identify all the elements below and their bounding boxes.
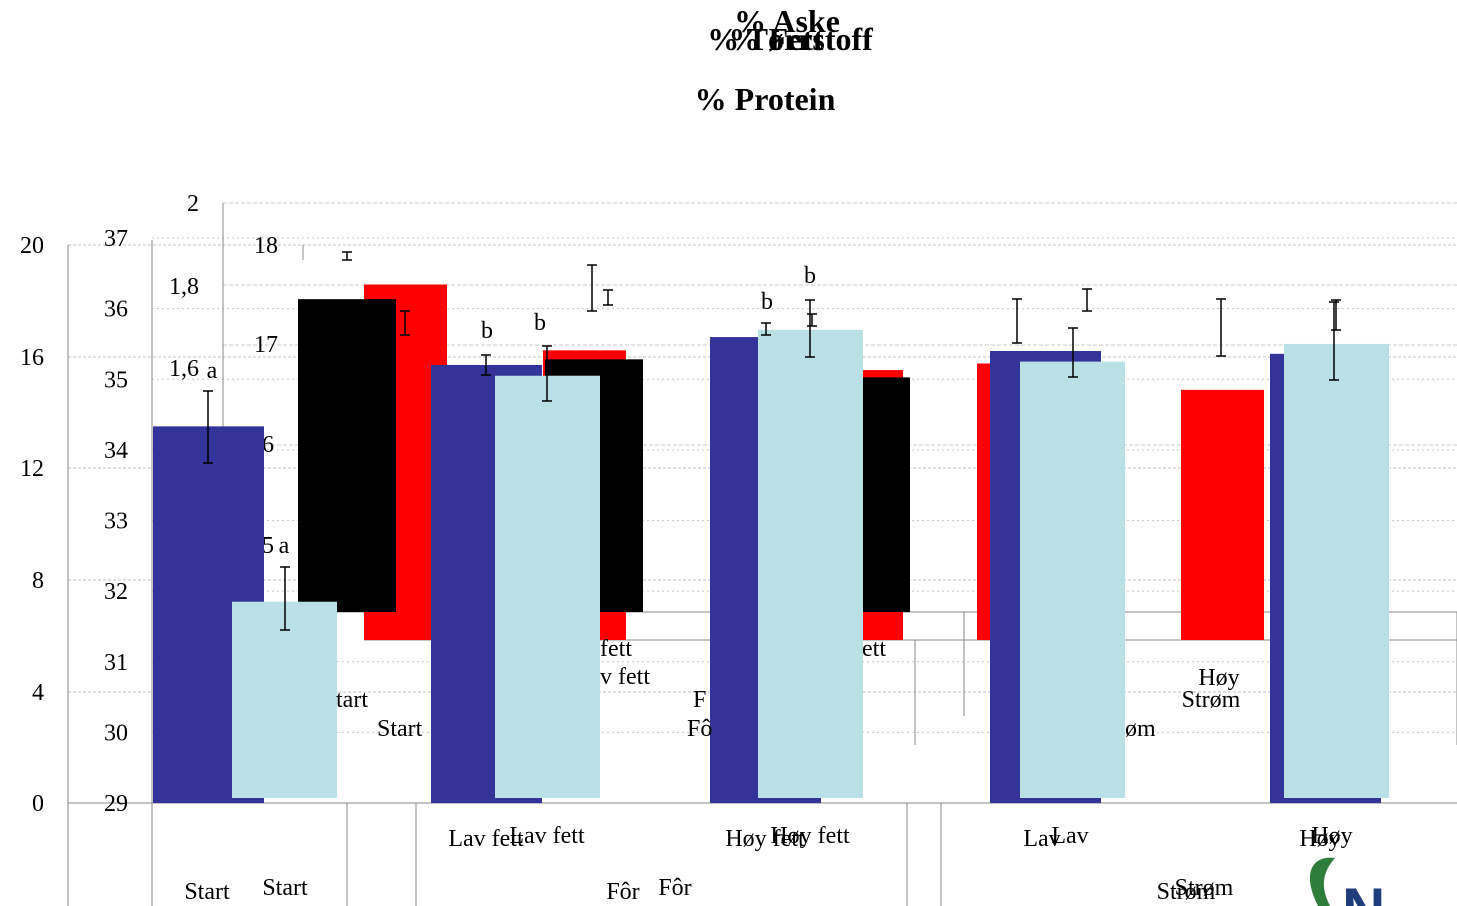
y-tick-torrstoff-30: 30 bbox=[104, 720, 128, 746]
logo-leaf-icon bbox=[1309, 857, 1335, 906]
letter-aske-start: a bbox=[207, 358, 218, 384]
bar-torrstoff-0 bbox=[232, 601, 337, 798]
letter-torrstoff-hoy: b bbox=[804, 263, 816, 289]
y-tick-aske-1,8: 1,8 bbox=[169, 274, 199, 300]
letter-aske-hoy: b bbox=[761, 289, 773, 315]
fragment-ett: ett bbox=[862, 636, 886, 662]
x-group-for-1: Fôr bbox=[606, 879, 639, 905]
fragment-tart: tart bbox=[336, 687, 368, 713]
category-labels: Start Start Lav fett Lav fett Høy fett H… bbox=[184, 823, 1352, 905]
fragment-v-fett: v fett bbox=[600, 664, 650, 690]
x-label-start-1: Start bbox=[184, 879, 230, 905]
x-label-hoy-2: Høy bbox=[1311, 823, 1352, 849]
fragment-strom: Strøm bbox=[1182, 687, 1241, 713]
y-tick-protein-15-fragment: 5 bbox=[262, 533, 274, 559]
x-label-lav-2: Lav bbox=[1051, 823, 1088, 849]
bar-torrstoff-3 bbox=[1020, 361, 1125, 798]
title-fett: % Fett bbox=[728, 21, 823, 57]
title-protein: % Protein bbox=[695, 81, 836, 117]
y-tick-labels: 20 16 12 8 4 0 37 36 35 34 33 32 31 30 29 2 1,8 1,6 18 17 6 5 bbox=[20, 191, 278, 817]
y-tick-fett-20: 20 bbox=[20, 233, 44, 259]
y-tick-torrstoff-31: 31 bbox=[104, 650, 128, 676]
y-tick-torrstoff-33: 33 bbox=[104, 509, 128, 535]
x-label-start-2: Start bbox=[262, 875, 308, 901]
y-tick-fett-4: 4 bbox=[32, 680, 44, 706]
significance-letters: a b b a b b bbox=[207, 263, 816, 559]
y-tick-fett-0: 0 bbox=[32, 791, 44, 817]
x-label-hoy-fett-2: Høy fett bbox=[770, 823, 850, 849]
y-tick-torrstoff-37: 37 bbox=[104, 226, 128, 252]
y-tick-torrstoff-35: 35 bbox=[104, 367, 128, 393]
y-tick-torrstoff-36: 36 bbox=[104, 297, 128, 323]
fragment-om: øm bbox=[1125, 716, 1156, 742]
bar-protein-black-0 bbox=[298, 299, 396, 612]
y-tick-fett-8: 8 bbox=[32, 568, 44, 594]
x-label-hoy-fett-1: Høy fett bbox=[725, 826, 805, 852]
fragment-fett: fett bbox=[600, 636, 632, 662]
x-label-lav-1: Lav bbox=[1023, 826, 1060, 852]
y-tick-protein-17: 17 bbox=[254, 332, 278, 358]
bar-torrstoff-2 bbox=[758, 329, 863, 798]
letter-torrstoff-lav-fragment: b bbox=[534, 310, 546, 336]
x-label-lav-fett-1: Lav fett bbox=[448, 826, 524, 852]
bar-protein-red-4 bbox=[1181, 389, 1264, 640]
nofima-logo: N bbox=[1309, 857, 1385, 906]
y-tick-aske-2: 2 bbox=[187, 191, 199, 217]
fragment-f: F bbox=[693, 687, 706, 713]
letter-aske-lav: b bbox=[481, 318, 493, 344]
fragment-fo: Fô bbox=[687, 716, 712, 742]
x-group-strom-2: Strøm bbox=[1175, 875, 1234, 901]
x-label-lav-fett-2: Lav fett bbox=[509, 823, 585, 849]
logo-text: N bbox=[1342, 876, 1385, 906]
y-tick-torrstoff-34: 34 bbox=[104, 438, 128, 464]
title-aske: % Aske bbox=[734, 3, 840, 39]
x-group-strom-1: Strøm bbox=[1157, 879, 1216, 905]
error-bars bbox=[203, 251, 1341, 631]
x-group-for-2: Fôr bbox=[658, 875, 691, 901]
title-torrstoff: % Tørrstoff bbox=[707, 21, 873, 57]
y-tick-fett-12: 12 bbox=[20, 456, 44, 482]
y-tick-protein-16-fragment: 6 bbox=[262, 432, 274, 458]
y-tick-protein-18: 18 bbox=[254, 233, 278, 259]
y-tick-torrstoff-32: 32 bbox=[104, 579, 128, 605]
y-tick-fett-16: 16 bbox=[20, 345, 44, 371]
bar-torrstoff-1 bbox=[495, 375, 600, 798]
fragment-hoy: Høy bbox=[1198, 665, 1239, 691]
bar-torrstoff-4 bbox=[1284, 343, 1389, 798]
letter-torrstoff-start: a bbox=[279, 533, 290, 559]
hidden-label-fragments: tart Start fett v fett F Fô ett Høy Strø… bbox=[336, 636, 1241, 742]
y-tick-torrstoff-29: 29 bbox=[104, 791, 128, 817]
torrstoff-series bbox=[232, 329, 1389, 798]
x-label-hoy-1: Høy bbox=[1299, 826, 1340, 852]
fragment-start: Start bbox=[377, 716, 423, 742]
y-tick-aske-1,6: 1,6 bbox=[169, 356, 199, 382]
